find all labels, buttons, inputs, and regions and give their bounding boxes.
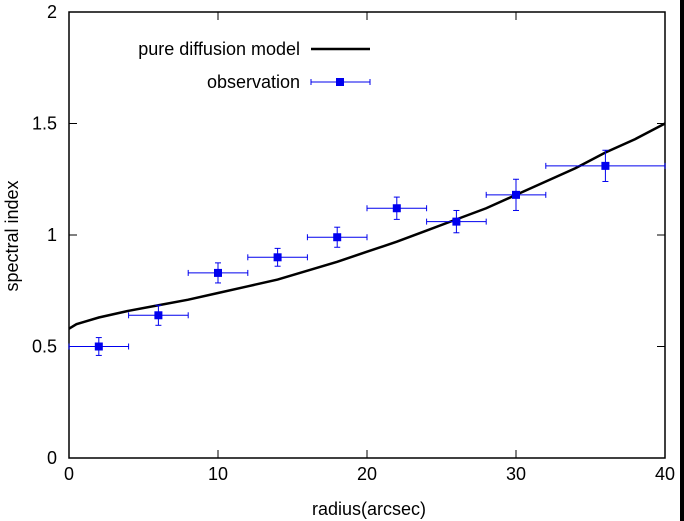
observation-marker [333, 233, 342, 242]
observation-marker [273, 253, 282, 262]
observation-point [187, 262, 249, 284]
observation-point [545, 149, 666, 182]
x-tick-label: 0 [64, 464, 74, 484]
legend-swatch-marker [336, 78, 344, 86]
y-tick-label: 1.5 [32, 114, 57, 134]
observation-marker [512, 190, 520, 199]
y-tick-label: 2 [47, 2, 57, 22]
observation-point [366, 196, 428, 220]
legend-label-observation: observation [207, 72, 300, 92]
observation-point [247, 247, 308, 267]
observation-marker [154, 311, 163, 320]
window-edge [680, 0, 684, 521]
observation-marker [452, 217, 461, 226]
x-tick-label: 20 [357, 464, 377, 484]
observation-marker [94, 342, 103, 351]
observation-marker [601, 161, 610, 170]
x-tick-label: 10 [208, 464, 228, 484]
y-axis-label: spectral index [2, 180, 22, 291]
observation-point [485, 178, 547, 211]
observation-point [128, 304, 189, 326]
x-tick-label: 30 [506, 464, 526, 484]
observation-point [426, 209, 487, 234]
y-tick-label: 1 [47, 225, 57, 245]
x-tick-label: 40 [655, 464, 675, 484]
observation-marker [214, 268, 222, 277]
x-axis-label: radius(arcsec) [312, 499, 426, 519]
observation-point [68, 337, 130, 356]
model-curve [68, 122, 666, 330]
y-tick-label: 0 [47, 448, 57, 468]
legend-label-model: pure diffusion model [138, 39, 300, 59]
observation-marker [392, 204, 401, 213]
y-tick-label: 0.5 [32, 337, 57, 357]
observation-point [306, 226, 368, 248]
